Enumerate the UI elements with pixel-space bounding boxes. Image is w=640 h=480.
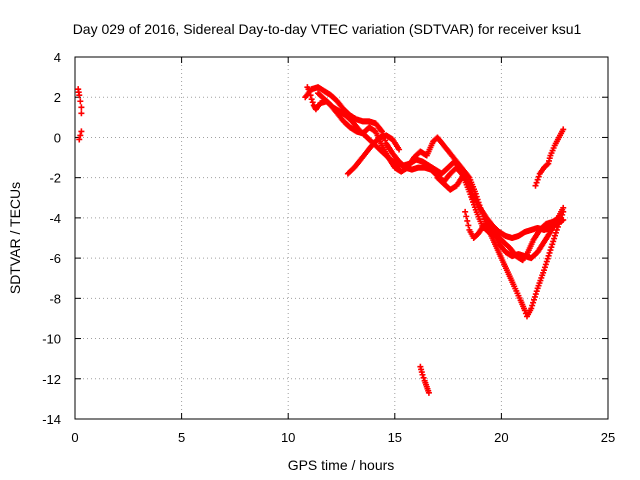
- x-tick-label: 10: [281, 430, 295, 445]
- data-point: [463, 213, 470, 220]
- data-point: [396, 146, 403, 153]
- data-point: [521, 307, 528, 314]
- data-point: [535, 173, 542, 180]
- data-point: [544, 161, 551, 168]
- x-tick-label: 0: [71, 430, 78, 445]
- y-tick-label: -4: [49, 211, 61, 226]
- data-point: [77, 132, 84, 139]
- chart-title: Day 029 of 2016, Sidereal Day-to-day VTE…: [73, 21, 582, 37]
- data-point: [465, 222, 472, 229]
- x-tick-label: 25: [601, 430, 615, 445]
- data-point: [541, 264, 548, 271]
- y-tick-label: -14: [42, 412, 61, 427]
- y-tick-label: -12: [42, 372, 61, 387]
- data-point: [309, 99, 316, 106]
- data-point: [78, 104, 85, 111]
- data-point: [474, 196, 481, 203]
- data-point: [78, 128, 85, 135]
- data-point: [555, 220, 562, 227]
- data-point: [546, 249, 553, 256]
- y-tick-label: 2: [54, 90, 61, 105]
- data-point: [531, 293, 538, 300]
- data-point: [419, 371, 426, 378]
- data-point: [464, 217, 471, 224]
- data-point: [470, 198, 477, 205]
- y-tick-label: -10: [42, 332, 61, 347]
- data-point: [541, 267, 548, 274]
- data-point: [553, 226, 560, 233]
- x-tick-label: 20: [494, 430, 508, 445]
- y-tick-label: -2: [49, 171, 61, 186]
- x-tick-label: 15: [388, 430, 402, 445]
- data-point: [308, 96, 315, 103]
- data-point: [559, 211, 566, 218]
- y-tick-label: 4: [54, 50, 61, 65]
- data-point: [543, 258, 550, 265]
- data-point: [76, 136, 83, 143]
- data-point: [466, 182, 473, 189]
- plot-frame: [74, 56, 609, 420]
- data-point: [534, 176, 541, 183]
- data-point: [551, 235, 558, 242]
- data-point: [462, 208, 469, 215]
- data-point: [532, 182, 539, 189]
- data-point: [533, 288, 540, 295]
- y-tick-label: -6: [49, 251, 61, 266]
- data-point: [549, 241, 556, 248]
- data-point: [552, 232, 559, 239]
- data-point: [554, 223, 561, 230]
- data-point: [420, 374, 427, 381]
- data-point: [528, 305, 535, 312]
- data-point: [544, 255, 551, 262]
- data-point: [77, 98, 84, 105]
- data-point: [379, 128, 386, 135]
- data-point: [468, 190, 475, 197]
- data-point: [478, 207, 485, 214]
- data-point: [378, 127, 385, 134]
- data-point: [550, 238, 557, 245]
- data-point: [469, 194, 476, 201]
- data-point: [530, 299, 537, 306]
- data-point: [542, 261, 549, 268]
- data-points: [75, 84, 567, 396]
- data-point: [545, 252, 552, 259]
- data-point: [425, 389, 432, 396]
- data-point: [560, 208, 567, 215]
- data-point: [473, 193, 480, 200]
- data-point: [467, 186, 474, 193]
- data-point: [76, 92, 83, 99]
- x-tick-label: 5: [178, 430, 185, 445]
- data-point: [560, 126, 567, 133]
- data-point: [477, 205, 484, 212]
- data-point: [476, 202, 483, 209]
- y-tick-label: 0: [54, 130, 61, 145]
- data-point: [548, 244, 555, 251]
- data-point: [78, 110, 85, 117]
- x-axis-label: GPS time / hours: [288, 457, 395, 473]
- data-point: [552, 229, 559, 236]
- y-tick-label: -8: [49, 291, 61, 306]
- data-point: [529, 302, 536, 309]
- y-axis-label: SDTVAR / TECUs: [7, 182, 23, 294]
- data-point: [555, 214, 562, 221]
- data-point: [532, 291, 539, 298]
- data-point: [533, 179, 540, 186]
- data-point: [547, 247, 554, 254]
- data-point: [530, 296, 537, 303]
